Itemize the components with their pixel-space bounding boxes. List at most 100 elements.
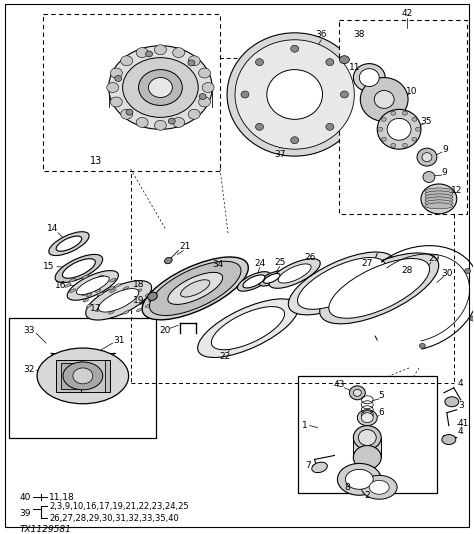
Text: 31: 31	[113, 335, 124, 344]
Bar	[9, 318, 156, 437]
Ellipse shape	[374, 90, 394, 108]
Ellipse shape	[360, 77, 408, 121]
Ellipse shape	[378, 127, 383, 131]
Ellipse shape	[288, 252, 394, 315]
Ellipse shape	[109, 289, 116, 293]
Text: 9: 9	[441, 168, 447, 177]
Ellipse shape	[259, 271, 284, 286]
Ellipse shape	[95, 289, 101, 292]
Text: 32: 32	[24, 365, 35, 374]
Ellipse shape	[110, 97, 122, 107]
Ellipse shape	[146, 293, 151, 296]
Ellipse shape	[142, 257, 248, 320]
Ellipse shape	[63, 259, 95, 278]
Text: 27: 27	[362, 259, 373, 268]
Ellipse shape	[126, 109, 133, 115]
Ellipse shape	[425, 197, 453, 203]
Ellipse shape	[121, 56, 133, 66]
Ellipse shape	[109, 46, 212, 129]
Ellipse shape	[369, 480, 389, 494]
Text: 28: 28	[401, 266, 413, 275]
Text: 33: 33	[23, 326, 35, 335]
Ellipse shape	[188, 56, 200, 66]
Ellipse shape	[340, 91, 348, 98]
Ellipse shape	[425, 194, 453, 200]
Ellipse shape	[95, 309, 101, 312]
Ellipse shape	[269, 258, 320, 288]
Ellipse shape	[423, 171, 435, 183]
Text: 14: 14	[47, 224, 59, 233]
Bar	[43, 14, 220, 171]
Ellipse shape	[148, 292, 157, 301]
Ellipse shape	[425, 191, 453, 197]
Ellipse shape	[82, 275, 88, 279]
Ellipse shape	[291, 137, 299, 144]
Ellipse shape	[199, 93, 206, 99]
Ellipse shape	[417, 148, 437, 166]
Ellipse shape	[198, 299, 298, 357]
Ellipse shape	[241, 91, 249, 98]
Ellipse shape	[173, 48, 185, 58]
Ellipse shape	[353, 426, 381, 450]
Ellipse shape	[49, 232, 89, 256]
Ellipse shape	[109, 278, 116, 282]
Text: 17: 17	[90, 304, 101, 313]
Text: 18: 18	[133, 280, 144, 289]
Text: 4: 4	[458, 379, 464, 388]
Ellipse shape	[199, 97, 210, 107]
Text: 10: 10	[406, 87, 418, 96]
Ellipse shape	[168, 118, 175, 124]
Text: 2: 2	[365, 491, 370, 500]
Bar	[339, 20, 467, 214]
Ellipse shape	[155, 120, 166, 130]
Ellipse shape	[109, 287, 114, 290]
Text: 42: 42	[401, 10, 413, 18]
Ellipse shape	[86, 293, 92, 296]
Ellipse shape	[425, 200, 453, 206]
Ellipse shape	[421, 184, 457, 214]
Ellipse shape	[146, 51, 153, 57]
Text: 24: 24	[254, 259, 265, 268]
Ellipse shape	[181, 280, 210, 297]
Ellipse shape	[361, 413, 373, 422]
Ellipse shape	[319, 253, 439, 324]
Ellipse shape	[137, 308, 142, 312]
Ellipse shape	[465, 269, 471, 273]
Ellipse shape	[211, 307, 284, 350]
Text: 3: 3	[458, 401, 464, 410]
Text: 5: 5	[378, 391, 384, 400]
Ellipse shape	[86, 281, 152, 320]
Text: 21: 21	[180, 242, 191, 251]
Text: 7: 7	[305, 461, 310, 470]
Text: 38: 38	[354, 30, 365, 40]
Ellipse shape	[73, 368, 93, 384]
Ellipse shape	[353, 389, 361, 396]
Text: 11,18: 11,18	[49, 493, 75, 502]
Text: 19: 19	[133, 296, 144, 305]
Ellipse shape	[202, 83, 214, 92]
Ellipse shape	[445, 397, 459, 407]
Ellipse shape	[349, 386, 365, 400]
Text: 22: 22	[219, 351, 231, 360]
Text: 6: 6	[378, 408, 384, 417]
Ellipse shape	[97, 275, 104, 279]
Ellipse shape	[155, 45, 166, 54]
Text: 2,3,9,10,16,17,19,21,22,23,24,25: 2,3,9,10,16,17,19,21,22,23,24,25	[49, 501, 189, 511]
Ellipse shape	[188, 60, 195, 66]
Ellipse shape	[164, 257, 172, 264]
Ellipse shape	[55, 254, 103, 282]
Ellipse shape	[70, 289, 76, 293]
Ellipse shape	[361, 475, 397, 499]
Ellipse shape	[267, 69, 322, 119]
Text: TX1129581: TX1129581	[19, 524, 71, 533]
Ellipse shape	[37, 348, 128, 404]
Ellipse shape	[422, 153, 432, 162]
Bar	[298, 376, 437, 493]
Ellipse shape	[402, 111, 408, 115]
Ellipse shape	[387, 119, 411, 140]
Ellipse shape	[137, 289, 142, 292]
Ellipse shape	[359, 68, 379, 87]
Ellipse shape	[136, 117, 148, 128]
Ellipse shape	[377, 109, 421, 149]
Text: 37: 37	[274, 150, 285, 159]
